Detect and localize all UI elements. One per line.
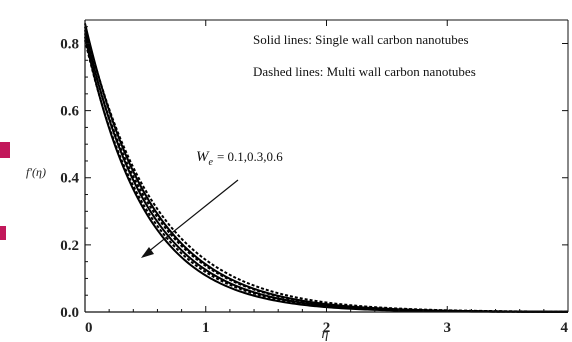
y-axis-label: f′(η) [26, 165, 46, 179]
y-tick-label: 0.6 [60, 104, 79, 120]
legend-dashed: Dashed lines: Multi wall carbon nanotube… [253, 64, 476, 79]
y-tick-label: 0.0 [60, 305, 79, 321]
ticks-group: 0 1 2 3 4 0.0 0.2 0.4 0.6 0.8 [60, 20, 569, 336]
legend-solid: Solid lines: Single wall carbon nanotube… [253, 32, 469, 47]
annotation-arrow [142, 179, 239, 257]
y-tick-label: 0.4 [60, 171, 79, 187]
annotation-arrowhead [141, 247, 154, 258]
x-tick-label: 2 [323, 320, 331, 336]
x-tick-label: 4 [561, 320, 569, 336]
y-tick-label: 0.8 [60, 36, 79, 52]
annotation-symbol: W [196, 149, 210, 165]
annotation-values: = 0.1,0.3,0.6 [217, 149, 283, 164]
series-dashed-we-0-6 [84, 39, 568, 313]
x-tick-label: 3 [444, 320, 452, 336]
watermark-fragment-top [0, 142, 10, 158]
x-tick-label: 1 [202, 320, 210, 336]
watermark-fragment-bottom [0, 226, 6, 240]
x-axis-label: η [322, 327, 329, 342]
annotation-label: We = 0.1,0.3,0.6 [196, 149, 283, 168]
x-tick-label: 0 [85, 320, 93, 336]
series-dashed-we-0-1 [84, 26, 569, 313]
annotation-subscript: e [209, 157, 214, 168]
y-tick-label: 0.2 [60, 238, 79, 254]
